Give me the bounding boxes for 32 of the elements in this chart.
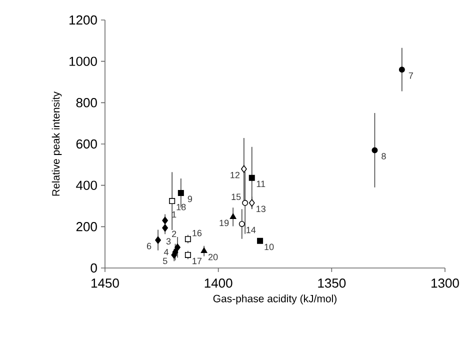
y-tick-label: 1200 [70, 15, 97, 25]
y-tick-label: 1000 [70, 56, 97, 66]
annotation: 7 [408, 72, 413, 79]
y-tick-label: 400 [76, 180, 97, 190]
x-tick-label: 1400 [204, 278, 232, 288]
y-tick-label: 600 [76, 139, 97, 149]
annotation: 2 [172, 230, 176, 238]
annotation: 3 [166, 238, 171, 245]
annotation: 5 [162, 258, 168, 264]
annotation: 6 [146, 242, 152, 250]
x-axis-title: Gas-phase acidity (kJ/mol) [213, 294, 336, 304]
annotation: 11 [256, 180, 266, 187]
annotation: 19 [220, 220, 229, 226]
annotation: 15 [232, 194, 241, 200]
annotation: 18 [176, 204, 186, 210]
annotation: 17 [192, 258, 202, 264]
annotation: 14 [246, 226, 256, 234]
annotation: 10 [264, 244, 274, 250]
x-tick-label: 1350 [318, 278, 346, 288]
x-tick-label: 1450 [92, 278, 119, 288]
y-tick-label: 200 [76, 222, 97, 232]
y-tick-label: 800 [76, 98, 97, 108]
annotation: 13 [256, 206, 266, 212]
annotation: 9 [188, 196, 192, 202]
annotation: 16 [192, 230, 202, 236]
annotation: 12 [230, 172, 240, 178]
x-tick-label: 1300 [432, 278, 459, 288]
y-tick-label: 0 [90, 263, 97, 273]
y-axis-title: Relative peak intensity [52, 92, 62, 196]
annotation: 8 [382, 153, 386, 160]
annotation: 20 [208, 254, 218, 260]
annotation: 4 [164, 248, 168, 256]
